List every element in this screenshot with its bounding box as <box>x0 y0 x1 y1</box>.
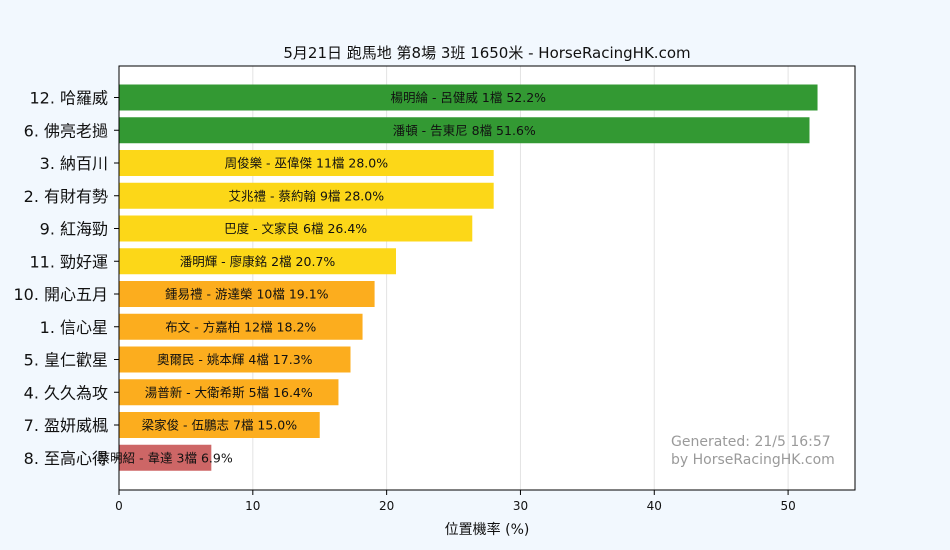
bar-8 <box>119 313 363 340</box>
category-label-6: 11. 勁好運 <box>29 252 108 271</box>
x-tick-label-2: 20 <box>379 499 394 513</box>
x-tick-label-4: 40 <box>647 499 662 513</box>
bar-6 <box>119 248 397 275</box>
category-labels: 12. 哈羅威 6. 佛亮老撾 3. 納百川 2. 有財有勢 9. 紅海勁 11. 勁好運… <box>13 89 119 468</box>
bar-5 <box>119 215 473 242</box>
source-annotation: by HorseRacingHK.com <box>671 452 835 468</box>
bar-label-2: 潘頓 - 告東尼 8檔 51.6% <box>393 123 536 138</box>
category-label-9: 5. 皇仁歡星 <box>24 351 108 370</box>
bar-label-11: 梁家俊 - 伍鵬志 7檔 15.0% <box>142 418 298 433</box>
bar-label-3: 周俊樂 - 巫偉傑 11檔 28.0% <box>225 156 389 171</box>
x-tick-label-1: 10 <box>245 499 260 513</box>
bar-label-4: 艾兆禮 - 蔡約翰 9檔 28.0% <box>229 188 385 203</box>
chart-title: 5月21日 跑馬地 第8場 3班 1650米 - HorseRacingHK.c… <box>283 44 690 62</box>
bar-11 <box>119 412 320 438</box>
category-label-4: 2. 有財有勢 <box>24 187 108 206</box>
category-label-5: 9. 紅海勁 <box>40 220 108 239</box>
category-label-2: 6. 佛亮老撾 <box>24 121 108 140</box>
x-axis-label: 位置機率 (%) <box>445 521 530 538</box>
x-tick-label-5: 50 <box>780 499 795 513</box>
bar-9 <box>119 346 351 373</box>
bar-label-10: 湯普新 - 大衛希斯 5檔 16.4% <box>145 385 313 400</box>
generated-annotation: Generated: 21/5 16:57 <box>671 434 831 450</box>
category-label-11: 7. 盈妍威楓 <box>24 416 108 435</box>
category-label-8: 1. 信心星 <box>40 318 108 337</box>
category-label-12: 8. 至高心得 <box>24 449 108 468</box>
bar-7 <box>119 281 375 307</box>
bar-10 <box>119 379 339 406</box>
x-axis: 0 10 20 30 40 50 <box>115 490 796 513</box>
bar-3 <box>119 150 494 176</box>
bars <box>119 84 818 471</box>
bar-label-6: 潘明輝 - 廖康銘 2檔 20.7% <box>180 254 336 269</box>
bar-1 <box>119 84 818 111</box>
bar-label-1: 楊明綸 - 呂健威 1檔 52.2% <box>390 90 546 105</box>
bar-labels: 楊明綸 - 呂健威 1檔 52.2% 潘頓 - 告東尼 8檔 51.6% 周俊樂 -… <box>98 90 547 465</box>
category-label-7: 10. 開心五月 <box>13 285 108 304</box>
bar-label-12: 蔡明紹 - 韋達 3檔 6.9% <box>98 450 233 465</box>
bar-4 <box>119 182 494 209</box>
x-tick-label-3: 30 <box>513 499 528 513</box>
bar-label-8: 布文 - 方嘉柏 12檔 18.2% <box>165 319 316 334</box>
bar-12 <box>119 444 212 471</box>
category-label-3: 3. 納百川 <box>40 154 108 173</box>
category-label-1: 12. 哈羅威 <box>29 89 108 108</box>
bar-label-7: 鍾易禮 - 游達榮 10檔 19.1% <box>165 287 329 302</box>
bar-label-9: 奧爾民 - 姚本輝 4檔 17.3% <box>157 352 313 367</box>
category-label-10: 4. 久久為攻 <box>24 383 108 402</box>
bar-label-5: 巴度 - 文家良 6檔 26.4% <box>224 221 367 236</box>
x-tick-label-0: 0 <box>115 499 123 513</box>
plot-frame <box>118 65 856 491</box>
bar-2 <box>119 117 810 144</box>
